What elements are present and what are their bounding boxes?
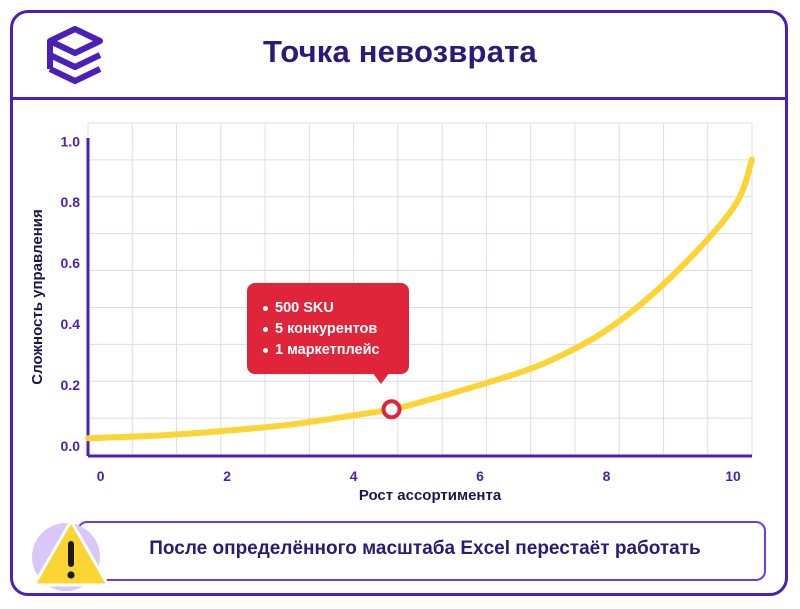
footer-box (77, 521, 766, 581)
x-tick-label: 8 (603, 468, 611, 484)
callout-item: 500 SKU (263, 298, 380, 319)
y-tick-label: 1.0 (61, 133, 81, 149)
header-divider (10, 97, 788, 100)
page-title: Точка невозврата (263, 34, 537, 69)
x-tick-label: 10 (725, 468, 741, 484)
growth-curve (85, 156, 755, 442)
callout-tail (372, 372, 390, 384)
y-axis-label: Сложность управления (29, 209, 46, 385)
x-tick-label: 0 (97, 468, 105, 484)
y-tick-label: 0.0 (61, 438, 81, 454)
y-tick-label: 0.4 (61, 316, 81, 332)
x-tick-label: 2 (223, 468, 231, 484)
callout-item: 5 конкурентов (263, 319, 380, 340)
warning-triangle-icon (32, 519, 110, 591)
x-tick-label: 6 (476, 468, 484, 484)
stacked-layers-logo-icon (47, 26, 103, 84)
point-marker (381, 399, 402, 420)
y-tick-label: 0.8 (61, 194, 81, 210)
callout-item: 1 маркетплейс (263, 340, 380, 361)
x-axis-label: Рост ассортимента (359, 487, 502, 504)
y-tick-label: 0.6 (61, 255, 81, 271)
callout-box: 500 SKU 5 конкурентов 1 маркетплейс (247, 283, 409, 374)
y-tick-label: 0.2 (61, 377, 81, 393)
x-tick-label: 4 (350, 468, 358, 484)
callout-list: 500 SKU 5 конкурентов 1 маркетплейс (263, 298, 380, 361)
footer-text: После определённого масштаба Excel перес… (149, 538, 701, 559)
